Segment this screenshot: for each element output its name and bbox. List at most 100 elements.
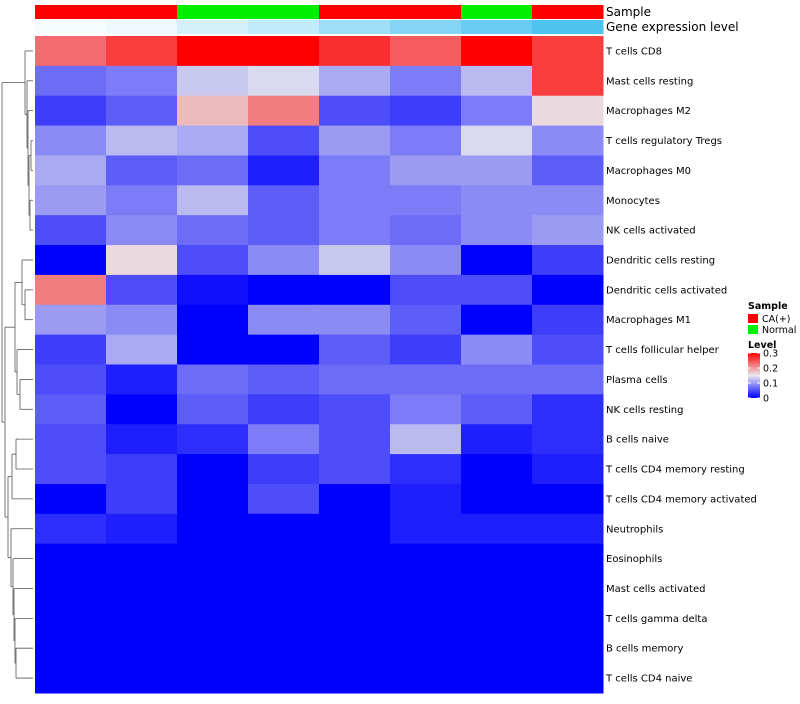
heatmap-cell — [35, 513, 107, 545]
heatmap-cell — [106, 334, 178, 365]
heatmap-cell — [461, 603, 533, 634]
heatmap-cell — [461, 454, 533, 485]
heatmap-cell — [532, 95, 604, 127]
heatmap-cell — [390, 454, 462, 485]
heatmap-cell — [248, 543, 320, 575]
heatmap-cell — [390, 95, 462, 127]
heatmap-cell — [532, 65, 604, 97]
heatmap-cell — [248, 394, 320, 425]
row-label: T cells CD8 — [605, 46, 662, 57]
heatmap-cell — [248, 573, 320, 604]
heatmap-cell — [177, 65, 249, 97]
heatmap-cell — [532, 513, 604, 545]
heatmap-cell — [106, 95, 178, 127]
heatmap-cell — [248, 245, 320, 276]
heatmap-cell — [390, 334, 462, 365]
heatmap-cell — [532, 394, 604, 425]
heatmap-cell — [106, 394, 178, 425]
heatmap-cell — [319, 603, 391, 634]
heatmap-cell — [35, 95, 107, 127]
heatmap-cell — [248, 65, 320, 97]
heatmap-cell — [35, 304, 107, 336]
gene-expression-annotation-cell — [532, 20, 604, 34]
heatmap-cells — [35, 36, 604, 694]
sample-annotation-cell — [390, 5, 462, 19]
heatmap-cell — [35, 36, 107, 67]
heatmap-cell — [106, 483, 178, 515]
heatmap-cell — [248, 424, 320, 455]
heatmap-cell — [248, 364, 320, 395]
heatmap-cell — [319, 633, 391, 664]
heatmap-cell — [177, 603, 249, 634]
heatmap-cell — [390, 125, 462, 156]
heatmap-cell — [532, 543, 604, 575]
heatmap-cell — [177, 364, 249, 395]
row-label: T cells follicular helper — [605, 345, 720, 356]
heatmap-cell — [177, 155, 249, 186]
row-label: Plasma cells — [606, 375, 668, 386]
row-label: Dendritic cells activated — [606, 285, 727, 296]
heatmap-cell — [461, 185, 533, 216]
heatmap-cell — [390, 424, 462, 455]
heatmap-cell — [35, 334, 107, 365]
heatmap-cell — [319, 573, 391, 604]
row-label: T cells gamma delta — [605, 614, 707, 625]
sample-legend-swatch-normal — [748, 325, 758, 334]
row-label: Macrophages M2 — [606, 106, 691, 117]
heatmap-cell — [106, 513, 178, 545]
legend: Sample CA(+) Normal Level 0.3 0.2 0.1 0 — [748, 301, 796, 405]
heatmap-cell — [248, 36, 320, 67]
heatmap-cell — [319, 125, 391, 156]
heatmap-cell — [532, 364, 604, 395]
heatmap-cell — [35, 155, 107, 186]
gene-expression-annotation-cell — [106, 20, 178, 34]
heatmap-cell — [532, 155, 604, 186]
heatmap-cell — [177, 513, 249, 545]
row-label: NK cells resting — [606, 405, 683, 416]
row-label: T cells regulatory Tregs — [605, 136, 722, 147]
heatmap-cell — [177, 334, 249, 365]
heatmap-cell — [390, 364, 462, 395]
level-tick-label: 0.2 — [763, 364, 778, 375]
heatmap-cell — [319, 543, 391, 575]
heatmap-cell — [106, 125, 178, 156]
heatmap-cell — [532, 603, 604, 634]
level-tick-label: 0 — [763, 394, 769, 405]
heatmap-cell — [319, 483, 391, 515]
heatmap-cell — [177, 245, 249, 276]
heatmap-cell — [461, 334, 533, 365]
heatmap-cell — [319, 424, 391, 455]
heatmap-cell — [319, 334, 391, 365]
sample-legend-swatch-ca — [748, 314, 758, 323]
heatmap-cell — [390, 573, 462, 604]
heatmap-cell — [248, 513, 320, 545]
heatmap-cell — [319, 215, 391, 246]
heatmap-cell — [248, 334, 320, 365]
gene-expression-annotation-cell — [390, 20, 462, 34]
heatmap-cell — [390, 543, 462, 575]
level-colorbar — [748, 353, 760, 398]
gene-expression-annotation-cell — [461, 20, 533, 34]
heatmap-cell — [177, 304, 249, 336]
heatmap-cell — [319, 245, 391, 276]
heatmap-cell — [319, 364, 391, 395]
heatmap-cell — [532, 274, 604, 306]
sample-annotation-cell — [319, 5, 391, 19]
heatmap-cell — [177, 185, 249, 216]
heatmap-cell — [106, 633, 178, 664]
heatmap-cell — [177, 483, 249, 515]
heatmap-cell — [390, 304, 462, 336]
sample-legend-label-normal: Normal — [762, 325, 796, 336]
heatmap-cell — [177, 215, 249, 246]
heatmap-cell — [390, 36, 462, 67]
heatmap-cell — [532, 483, 604, 515]
heatmap-cell — [461, 36, 533, 67]
heatmap-cell — [461, 125, 533, 156]
heatmap-cell — [461, 633, 533, 664]
heatmap-cell — [106, 424, 178, 455]
heatmap-cell — [106, 36, 178, 67]
heatmap-cell — [35, 125, 107, 156]
heatmap-cell — [35, 663, 107, 694]
